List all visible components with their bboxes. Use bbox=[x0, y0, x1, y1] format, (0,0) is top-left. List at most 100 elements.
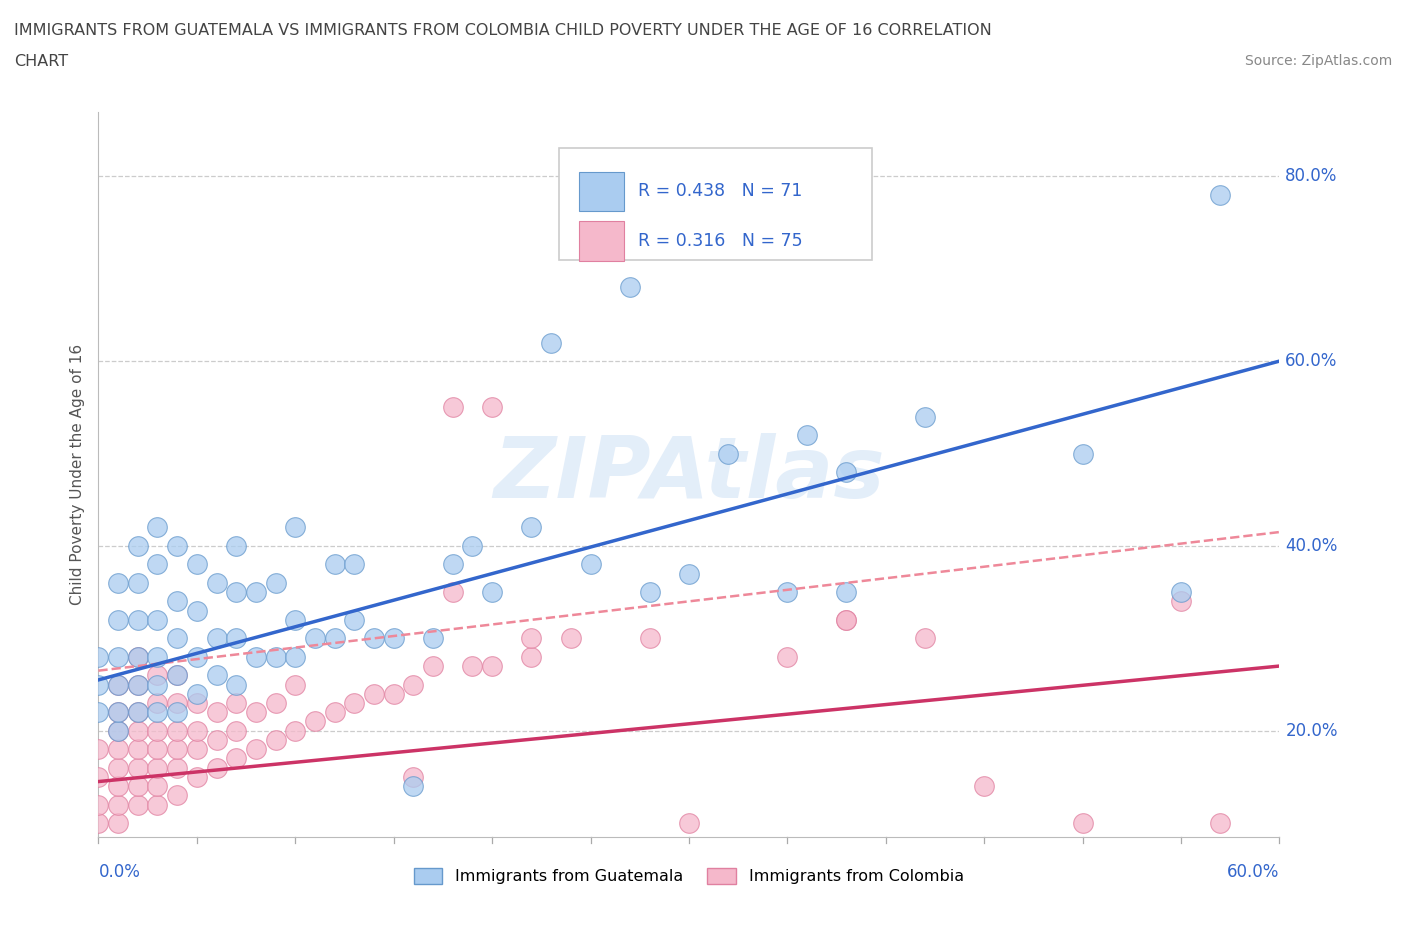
Point bbox=[284, 520, 307, 535]
Point bbox=[146, 696, 169, 711]
Point bbox=[127, 649, 149, 664]
Point bbox=[1170, 594, 1192, 609]
Point bbox=[441, 400, 464, 415]
Bar bbox=[579, 171, 624, 211]
Point bbox=[441, 585, 464, 600]
Point bbox=[284, 612, 307, 627]
Point bbox=[107, 612, 129, 627]
Point bbox=[382, 686, 405, 701]
Point bbox=[796, 428, 818, 443]
Point bbox=[776, 585, 799, 600]
Point bbox=[304, 714, 326, 729]
Point bbox=[107, 816, 129, 830]
Point bbox=[186, 696, 208, 711]
Text: IMMIGRANTS FROM GUATEMALA VS IMMIGRANTS FROM COLOMBIA CHILD POVERTY UNDER THE AG: IMMIGRANTS FROM GUATEMALA VS IMMIGRANTS … bbox=[14, 23, 991, 38]
Point bbox=[520, 520, 543, 535]
Point bbox=[127, 742, 149, 757]
Text: 40.0%: 40.0% bbox=[1285, 537, 1337, 555]
Point bbox=[166, 705, 188, 720]
Point bbox=[481, 585, 503, 600]
Point bbox=[127, 677, 149, 692]
Y-axis label: Child Poverty Under the Age of 16: Child Poverty Under the Age of 16 bbox=[69, 344, 84, 604]
Point bbox=[146, 668, 169, 683]
Point bbox=[835, 585, 858, 600]
Point bbox=[481, 400, 503, 415]
Point bbox=[264, 649, 287, 664]
Point bbox=[186, 649, 208, 664]
Point bbox=[205, 733, 228, 748]
FancyBboxPatch shape bbox=[560, 148, 872, 260]
Point bbox=[402, 778, 425, 793]
Point bbox=[107, 778, 129, 793]
Point bbox=[225, 677, 247, 692]
Point bbox=[107, 677, 129, 692]
Point bbox=[422, 631, 444, 645]
Point bbox=[87, 742, 110, 757]
Point bbox=[146, 612, 169, 627]
Point bbox=[225, 631, 247, 645]
Point bbox=[127, 724, 149, 738]
Point bbox=[225, 696, 247, 711]
Point bbox=[166, 631, 188, 645]
Point bbox=[205, 760, 228, 775]
Text: Source: ZipAtlas.com: Source: ZipAtlas.com bbox=[1244, 54, 1392, 68]
Point bbox=[107, 797, 129, 812]
Point bbox=[186, 557, 208, 572]
Point bbox=[481, 658, 503, 673]
Point bbox=[127, 612, 149, 627]
Point bbox=[343, 696, 366, 711]
Point bbox=[284, 724, 307, 738]
Point bbox=[107, 705, 129, 720]
Point bbox=[87, 677, 110, 692]
Point bbox=[186, 686, 208, 701]
Point bbox=[127, 760, 149, 775]
Point bbox=[284, 677, 307, 692]
Point bbox=[146, 778, 169, 793]
Point bbox=[107, 724, 129, 738]
Point bbox=[205, 668, 228, 683]
Text: 60.0%: 60.0% bbox=[1285, 352, 1337, 370]
Text: R = 0.316   N = 75: R = 0.316 N = 75 bbox=[638, 232, 803, 250]
Point bbox=[323, 631, 346, 645]
Point bbox=[835, 465, 858, 480]
Point bbox=[186, 724, 208, 738]
Point bbox=[717, 446, 740, 461]
Point bbox=[245, 649, 267, 664]
Point bbox=[166, 668, 188, 683]
Point bbox=[87, 705, 110, 720]
Bar bbox=[579, 221, 624, 260]
Point bbox=[1071, 816, 1094, 830]
Point bbox=[264, 576, 287, 591]
Point bbox=[146, 724, 169, 738]
Point bbox=[146, 677, 169, 692]
Point bbox=[422, 658, 444, 673]
Point bbox=[146, 760, 169, 775]
Point bbox=[323, 705, 346, 720]
Point bbox=[1071, 446, 1094, 461]
Point bbox=[107, 724, 129, 738]
Point bbox=[1170, 585, 1192, 600]
Point bbox=[520, 649, 543, 664]
Point bbox=[579, 557, 602, 572]
Point bbox=[107, 649, 129, 664]
Point bbox=[343, 557, 366, 572]
Point bbox=[461, 538, 484, 553]
Point bbox=[245, 705, 267, 720]
Point bbox=[560, 631, 582, 645]
Point bbox=[441, 557, 464, 572]
Point bbox=[205, 705, 228, 720]
Point bbox=[835, 612, 858, 627]
Point bbox=[146, 520, 169, 535]
Text: 20.0%: 20.0% bbox=[1285, 722, 1339, 739]
Point bbox=[520, 631, 543, 645]
Point bbox=[186, 604, 208, 618]
Point bbox=[87, 797, 110, 812]
Point bbox=[166, 724, 188, 738]
Point bbox=[166, 594, 188, 609]
Point bbox=[914, 409, 936, 424]
Point bbox=[973, 778, 995, 793]
Point bbox=[107, 677, 129, 692]
Point bbox=[107, 705, 129, 720]
Point bbox=[304, 631, 326, 645]
Point bbox=[186, 769, 208, 784]
